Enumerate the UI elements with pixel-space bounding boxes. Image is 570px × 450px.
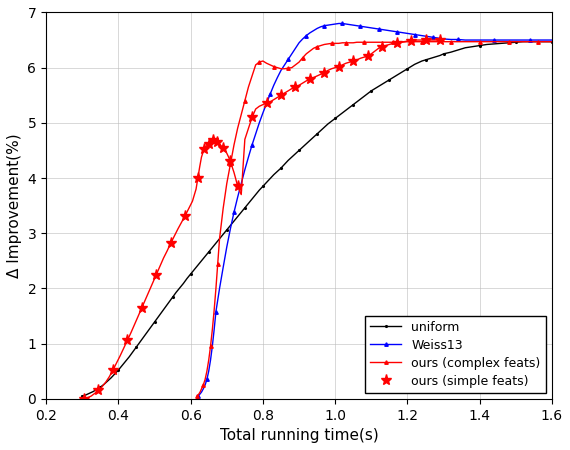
ours (simple feats) xyxy=(321,70,328,75)
ours (complex feats) xyxy=(548,39,555,45)
Line: ours (simple feats): ours (simple feats) xyxy=(79,35,446,405)
uniform xyxy=(357,96,364,102)
ours (simple feats) xyxy=(220,145,227,150)
Y-axis label: Δ Improvement(%): Δ Improvement(%) xyxy=(7,133,22,278)
ours (simple feats) xyxy=(194,176,201,181)
ours (simple feats) xyxy=(393,40,400,45)
Line: Weiss13: Weiss13 xyxy=(196,22,553,398)
Weiss13 xyxy=(194,393,201,399)
Weiss13 xyxy=(242,167,249,172)
Line: uniform: uniform xyxy=(80,40,553,398)
ours (simple feats) xyxy=(80,396,87,401)
ours (simple feats) xyxy=(210,138,217,143)
uniform xyxy=(520,39,527,45)
Line: ours (complex feats): ours (complex feats) xyxy=(196,40,553,398)
ours (simple feats) xyxy=(292,84,299,90)
ours (complex feats) xyxy=(397,40,404,45)
Weiss13 xyxy=(299,36,306,42)
Legend: uniform, Weiss13, ours (complex feats), ours (simple feats): uniform, Weiss13, ours (complex feats), … xyxy=(365,315,545,392)
ours (simple feats) xyxy=(364,54,371,59)
ours (simple feats) xyxy=(422,37,429,43)
X-axis label: Total running time(s): Total running time(s) xyxy=(219,428,378,443)
ours (simple feats) xyxy=(378,44,385,50)
uniform xyxy=(220,232,227,237)
ours (simple feats) xyxy=(263,100,270,106)
uniform xyxy=(483,42,490,47)
ours (complex feats) xyxy=(404,39,411,45)
ours (simple feats) xyxy=(182,213,189,218)
ours (simple feats) xyxy=(168,240,174,246)
ours (simple feats) xyxy=(408,38,414,43)
ours (complex feats) xyxy=(332,40,339,46)
ours (simple feats) xyxy=(139,305,145,310)
ours (simple feats) xyxy=(205,141,212,147)
ours (simple feats) xyxy=(249,115,255,120)
uniform xyxy=(415,60,422,65)
ours (simple feats) xyxy=(109,367,116,373)
ours (complex feats) xyxy=(194,393,201,399)
ours (simple feats) xyxy=(350,58,357,64)
ours (simple feats) xyxy=(335,64,342,69)
ours (simple feats) xyxy=(307,76,314,82)
Weiss13 xyxy=(211,327,218,333)
uniform xyxy=(426,56,433,62)
ours (simple feats) xyxy=(278,93,284,98)
ours (simple feats) xyxy=(437,37,443,43)
Weiss13 xyxy=(335,21,342,26)
ours (complex feats) xyxy=(281,66,288,72)
ours (complex feats) xyxy=(238,112,245,117)
uniform xyxy=(548,39,555,45)
ours (simple feats) xyxy=(201,147,208,152)
ours (simple feats) xyxy=(227,159,234,164)
ours (simple feats) xyxy=(95,388,102,393)
Weiss13 xyxy=(483,37,490,43)
ours (simple feats) xyxy=(124,338,131,343)
uniform xyxy=(79,393,86,399)
Weiss13 xyxy=(343,21,349,27)
ours (simple feats) xyxy=(234,184,241,189)
Weiss13 xyxy=(216,286,223,291)
ours (complex feats) xyxy=(285,66,292,71)
uniform xyxy=(332,116,339,121)
Weiss13 xyxy=(548,37,555,43)
ours (simple feats) xyxy=(153,272,160,277)
ours (complex feats) xyxy=(245,84,252,90)
ours (simple feats) xyxy=(214,140,221,145)
